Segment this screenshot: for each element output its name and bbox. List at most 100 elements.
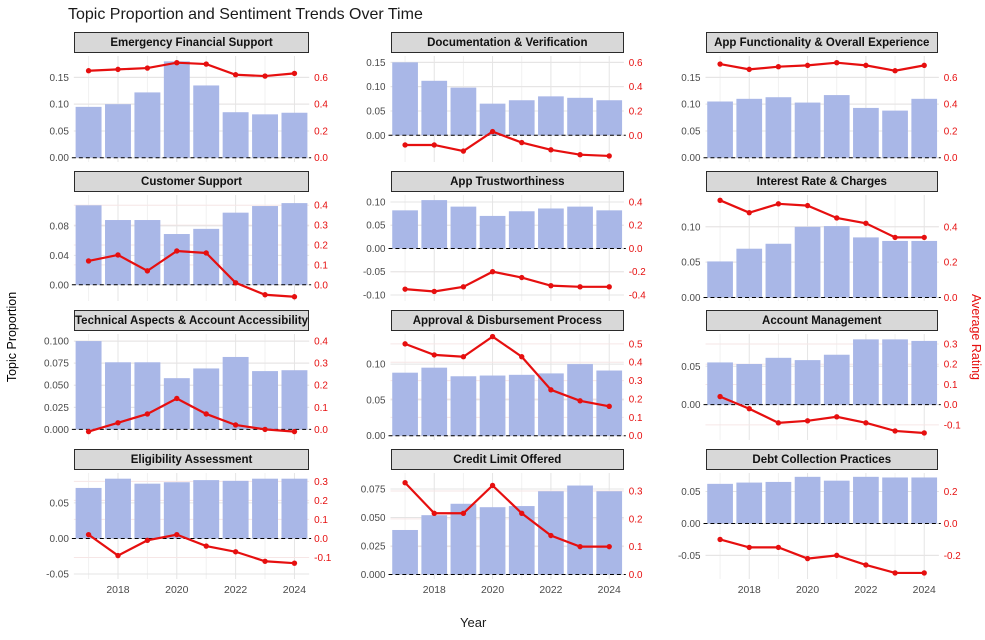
bar-2024 <box>281 370 308 430</box>
rating-point-2018 <box>115 420 121 426</box>
rating-point-2021 <box>203 250 209 256</box>
average-rating-points <box>85 59 298 79</box>
svg-text:0.2: 0.2 <box>314 496 328 507</box>
rating-point-2021 <box>519 354 525 360</box>
bar-2021 <box>193 85 220 158</box>
left-axis-ticks: 0.00 0.05 0.10 <box>366 360 386 442</box>
svg-text:0.00: 0.00 <box>681 153 701 164</box>
svg-text:0.3: 0.3 <box>629 376 643 387</box>
rating-point-2020 <box>804 62 810 69</box>
svg-text:0.025: 0.025 <box>361 541 386 552</box>
svg-text:0.05: 0.05 <box>50 498 70 509</box>
left-axis-ticks: 0.00 0.05 0.10 <box>681 222 701 303</box>
rating-point-2018 <box>115 552 121 559</box>
rating-point-2021 <box>519 510 525 516</box>
svg-text:-0.1: -0.1 <box>314 553 332 564</box>
facet-panel-app-trustworthiness: App Trustworthiness -0.10 -0.05 0.00 0.05 0.1… <box>347 171 653 303</box>
svg-text:0.6: 0.6 <box>629 58 643 69</box>
rating-point-2023 <box>262 73 268 79</box>
facet-strip: Approval & Disbursement Process <box>391 310 624 331</box>
right-axis-ticks: 0.0 0.1 0.2 0.3 0.4 <box>314 337 328 436</box>
svg-text:0.000: 0.000 <box>361 570 386 581</box>
rating-point-2018 <box>746 406 752 412</box>
panel-chart: 0.00 0.05 0.10 0.0 0.1 0.2 0.3 0.4 0.5 <box>366 333 643 442</box>
svg-text:0.1: 0.1 <box>314 403 328 414</box>
rating-point-2023 <box>577 543 583 550</box>
rating-point-2024 <box>921 234 927 241</box>
svg-text:0.0: 0.0 <box>629 131 643 142</box>
right-axis-ticks: -0.2 0.0 0.2 <box>943 487 960 562</box>
rating-point-2021 <box>519 139 525 146</box>
facet-strip: Customer Support <box>74 171 310 192</box>
svg-text:0.05: 0.05 <box>681 126 701 137</box>
topic-proportion-bars <box>392 200 623 249</box>
rating-point-2020 <box>174 531 180 538</box>
bar-2020 <box>163 234 190 285</box>
rating-point-2021 <box>203 411 209 417</box>
bar-2024 <box>281 112 308 158</box>
rating-point-2017 <box>716 536 723 543</box>
svg-text:0.3: 0.3 <box>314 477 328 488</box>
bar-2021 <box>823 95 850 158</box>
svg-text:0.15: 0.15 <box>681 73 701 84</box>
svg-text:-0.05: -0.05 <box>363 267 386 278</box>
average-rating-line <box>88 249 295 298</box>
x-axis-ticks: 2018 2020 2022 2024 <box>423 585 621 596</box>
rating-point-2020 <box>804 555 810 562</box>
rating-point-2020 <box>804 418 810 424</box>
rating-point-2022 <box>548 147 554 153</box>
left-axis-ticks: 0.00 0.05 0.10 0.15 <box>50 73 70 164</box>
topic-proportion-bars <box>706 476 937 524</box>
bar-2024 <box>910 477 937 524</box>
facet-strip: Emergency Financial Support <box>74 32 310 53</box>
rating-point-2019 <box>775 64 781 70</box>
svg-text:0.2: 0.2 <box>629 221 643 232</box>
rating-point-2020 <box>804 202 810 209</box>
rating-point-2020 <box>174 395 180 402</box>
svg-text:0.1: 0.1 <box>314 515 328 526</box>
rating-point-2022 <box>232 422 239 428</box>
svg-text:0.3: 0.3 <box>314 221 328 232</box>
facet-panel-approval-disbursement-process: Approval & Disbursement Process 0.00 0.05 0… <box>347 310 653 442</box>
topic-proportion-bars <box>75 61 308 158</box>
rating-point-2018 <box>115 252 121 258</box>
rating-point-2023 <box>262 426 268 433</box>
svg-text:0.4: 0.4 <box>314 100 328 111</box>
bar-2023 <box>252 371 278 430</box>
bar-2018 <box>421 515 448 575</box>
x-axis-label: Year <box>460 615 487 630</box>
bar-2022 <box>538 208 564 249</box>
svg-text:2022: 2022 <box>854 585 877 596</box>
rating-point-2017 <box>716 61 723 67</box>
svg-text:0.05: 0.05 <box>681 487 701 498</box>
left-axis-ticks: 0.000 0.025 0.050 0.075 <box>361 484 386 581</box>
svg-text:0.4: 0.4 <box>314 201 328 212</box>
left-axis-label: Topic Proportion <box>5 291 19 383</box>
bar-2020 <box>479 375 506 436</box>
rating-point-2019 <box>775 420 781 426</box>
bar-2022 <box>222 480 249 539</box>
svg-text:0.4: 0.4 <box>314 337 328 348</box>
rating-point-2017 <box>716 197 723 203</box>
svg-text:0.050: 0.050 <box>44 381 69 392</box>
average-rating-points <box>716 536 927 576</box>
svg-text:0.0: 0.0 <box>314 280 328 291</box>
svg-text:0.00: 0.00 <box>366 431 386 442</box>
facet-panel-app-functionality-overall-experience: App Functionality & Overall Experience 0.… <box>662 32 968 164</box>
right-axis-ticks: -0.1 0.0 0.1 0.2 0.3 <box>314 477 332 564</box>
bar-2019 <box>450 376 477 436</box>
bar-2017 <box>392 210 418 249</box>
bar-2021 <box>193 480 220 539</box>
svg-text:0.6: 0.6 <box>943 73 957 84</box>
rating-point-2024 <box>291 70 298 77</box>
svg-text:-0.05: -0.05 <box>46 570 69 581</box>
svg-text:0.2: 0.2 <box>629 394 643 405</box>
bar-2021 <box>823 354 850 405</box>
bar-2024 <box>596 370 623 436</box>
facet-strip-title: Eligibility Assessment <box>130 453 253 466</box>
rating-point-2019 <box>144 411 151 417</box>
bar-2017 <box>75 106 102 158</box>
panel-chart: 0.00 0.05 -0.1 0.0 0.1 0.2 0.3 <box>681 334 961 440</box>
panel-chart: 0.00 0.05 0.10 0.0 0.2 0.4 <box>681 195 957 303</box>
rating-point-2021 <box>833 215 839 221</box>
